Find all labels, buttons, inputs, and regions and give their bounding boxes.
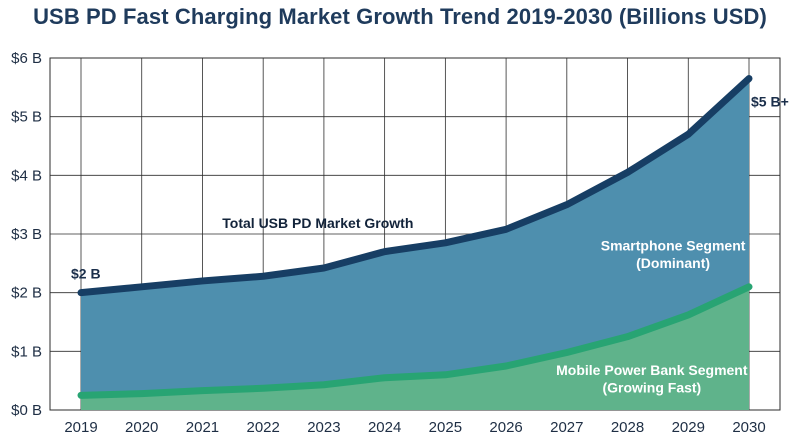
y-tick-label: $1 B [11,343,42,360]
x-tick-label: 2024 [368,419,401,436]
x-tick-label: 2025 [429,419,462,436]
y-tick-label: $2 B [11,285,42,302]
y-tick-label: $5 B [11,109,42,126]
chart-title: USB PD Fast Charging Market Growth Trend… [33,4,767,29]
start-value-label: $2 B [71,266,101,282]
x-tick-label: 2023 [307,419,340,436]
total-market-line [77,75,753,297]
areas [81,78,749,411]
y-tick-label: $0 B [11,402,42,419]
axes: $0 B $1 B $2 B $3 B $4 B $5 B $6 B 2019 2020 2021… [11,50,766,436]
x-tick-label: 2030 [732,419,765,436]
x-tick-label: 2026 [489,419,522,436]
series-lines [77,75,753,399]
y-tick-label: $3 B [11,226,42,243]
y-tick-label: $4 B [11,167,42,184]
x-tick-label: 2021 [186,419,219,436]
x-tick-label: 2029 [672,419,705,436]
power-bank-line [77,283,753,399]
x-tick-label: 2027 [550,419,583,436]
power-bank-area [81,286,749,410]
y-tick-label: $6 B [11,50,42,67]
annotations: $2 B $5 B+ Total USB PD Market Growth Smart… [71,94,789,396]
total-market-area [81,78,749,411]
power-bank-segment-sublabel: (Growing Fast) [602,379,701,395]
smartphone-segment-label: Smartphone Segment [601,237,746,253]
total-series-label: Total USB PD Market Growth [222,215,413,231]
x-tick-label: 2019 [64,419,97,436]
smartphone-segment-sublabel: (Dominant) [636,255,710,271]
x-tick-label: 2020 [125,419,158,436]
x-tick-label: 2022 [246,419,279,436]
power-bank-segment-label: Mobile Power Bank Segment [556,362,748,378]
x-tick-label: 2028 [611,419,644,436]
end-value-label: $5 B+ [751,94,789,110]
